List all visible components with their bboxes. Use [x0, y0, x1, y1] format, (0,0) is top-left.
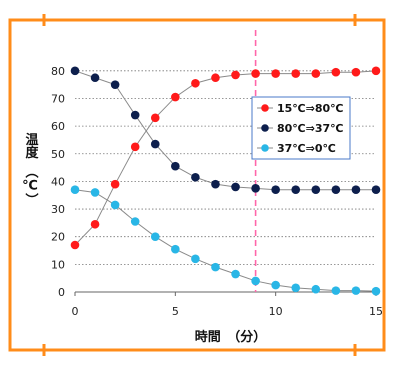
data-point	[211, 262, 220, 272]
data-point	[130, 110, 140, 120]
data-point	[70, 240, 80, 250]
data-point	[150, 232, 160, 242]
frame-top-left	[8, 18, 44, 49]
y-tick-label: 20	[51, 231, 65, 244]
legend: 15℃⇒80℃ 80℃⇒37℃ 37℃⇒0℃	[251, 96, 351, 160]
x-tick-label: 10	[269, 305, 283, 318]
legend-marker	[261, 144, 269, 152]
series-0	[70, 66, 381, 250]
series-line	[74, 189, 377, 292]
data-point	[90, 188, 100, 197]
series-1	[70, 66, 381, 195]
data-point	[231, 269, 240, 279]
data-point	[211, 73, 220, 83]
data-point	[171, 244, 180, 254]
data-point	[351, 67, 361, 77]
data-point	[371, 66, 381, 76]
data-point	[331, 185, 341, 195]
legend-label: 37℃⇒0℃	[277, 142, 336, 155]
decorative-frame	[8, 14, 386, 356]
y-tick-label: 10	[51, 258, 65, 271]
axes: 0 10 20 30 40 50 60 70 80 0 5 10 15	[51, 65, 383, 318]
data-point	[291, 283, 301, 293]
data-point	[110, 179, 120, 189]
data-point	[130, 142, 140, 152]
series-line	[74, 70, 377, 246]
data-point	[191, 78, 200, 88]
data-point	[351, 185, 361, 195]
y-axis-title: 温度 （℃）	[22, 133, 39, 207]
data-point	[211, 179, 220, 189]
frame-top-right	[355, 18, 386, 49]
data-point	[371, 185, 381, 195]
data-point	[311, 185, 321, 195]
x-tick-label: 0	[72, 305, 79, 318]
data-point	[331, 67, 341, 77]
x-tick-label: 15	[369, 305, 383, 318]
y-tick-label: 40	[51, 175, 65, 188]
frame-bottom-left	[8, 318, 44, 352]
data-point	[150, 139, 160, 149]
data-point	[371, 286, 381, 296]
series-layer	[70, 66, 381, 296]
data-point	[231, 70, 240, 80]
data-point	[271, 185, 280, 195]
y-tick-label: 0	[58, 286, 65, 299]
data-point	[271, 69, 280, 78]
data-point	[90, 219, 100, 229]
data-point	[251, 184, 260, 193]
series-2	[70, 185, 381, 296]
legend-marker	[261, 124, 269, 132]
y-tick-label: 50	[51, 148, 65, 161]
y-tick-label: 60	[51, 120, 65, 133]
legend-label: 80℃⇒37℃	[277, 122, 343, 135]
series-line	[74, 70, 376, 191]
data-point	[251, 69, 260, 78]
frame-bottom-right	[355, 318, 386, 352]
data-point	[191, 172, 200, 182]
data-point	[191, 254, 200, 264]
data-point	[311, 284, 321, 294]
legend-marker	[261, 104, 269, 112]
data-point	[171, 92, 180, 102]
y-tick-label: 30	[51, 203, 65, 216]
data-point	[271, 280, 280, 290]
legend-label: 15℃⇒80℃	[277, 102, 343, 115]
data-point	[90, 73, 100, 83]
data-point	[351, 286, 361, 295]
y-tick-label: 80	[51, 65, 65, 78]
data-point	[251, 276, 260, 286]
data-point	[150, 113, 160, 123]
data-point	[70, 66, 80, 76]
data-point	[311, 69, 321, 78]
y-tick-label: 70	[51, 92, 65, 105]
x-axis-title: 時間 （分）	[195, 329, 267, 345]
data-point	[231, 182, 240, 192]
data-point	[171, 161, 180, 171]
data-point	[291, 69, 301, 78]
data-point	[110, 80, 120, 89]
data-point	[291, 185, 301, 195]
data-point	[110, 200, 120, 210]
data-point	[70, 185, 80, 195]
data-point	[130, 217, 140, 226]
x-tick-label: 5	[172, 305, 179, 318]
data-point	[331, 286, 341, 295]
